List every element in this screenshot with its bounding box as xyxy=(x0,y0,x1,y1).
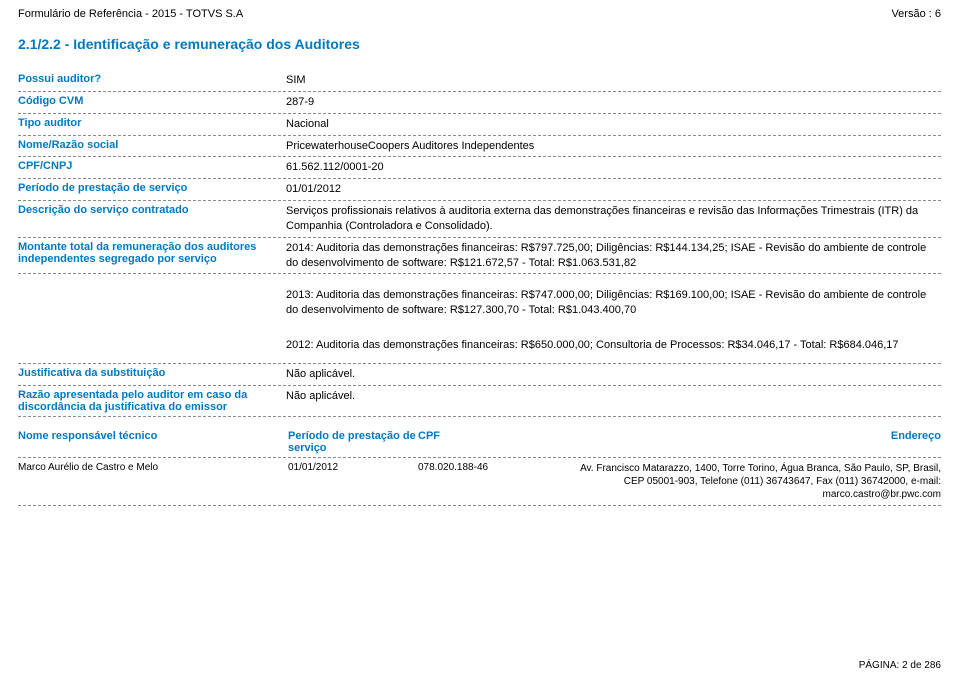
codigo-cvm-row: Código CVM 287-9 xyxy=(18,92,941,114)
possui-auditor-value: SIM xyxy=(286,73,941,88)
justificativa-label: Justificativa da substituição xyxy=(18,367,286,379)
td-periodo: 01/01/2012 xyxy=(288,462,418,501)
descricao-servico-value: Serviços profissionais relativos à audit… xyxy=(286,204,941,234)
table-header: Nome responsável técnico Período de pres… xyxy=(18,427,941,457)
razao-discord-label: Razão apresentada pelo auditor em caso d… xyxy=(18,389,286,413)
extra-paragraph-2013: 2013: Auditoria das demonstrações financ… xyxy=(18,274,941,328)
th-nome: Nome responsável técnico xyxy=(18,430,288,454)
td-endereco: Av. Francisco Matarazzo, 1400, Torre Tor… xyxy=(558,462,941,501)
header-left: Formulário de Referência - 2015 - TOTVS … xyxy=(18,8,243,20)
th-endereco: Endereço xyxy=(558,430,941,454)
tipo-auditor-value: Nacional xyxy=(286,117,941,132)
possui-auditor-label: Possui auditor? xyxy=(18,73,286,85)
cpf-cnpj-value: 61.562.112/0001-20 xyxy=(286,160,941,175)
justificativa-row: Justificativa da substituição Não aplicá… xyxy=(18,364,941,386)
td-nome: Marco Aurélio de Castro e Melo xyxy=(18,462,288,501)
tipo-auditor-label: Tipo auditor xyxy=(18,117,286,129)
responsavel-table: Nome responsável técnico Período de pres… xyxy=(18,427,941,506)
codigo-cvm-value: 287-9 xyxy=(286,95,941,110)
table-row: Marco Aurélio de Castro e Melo 01/01/201… xyxy=(18,457,941,506)
page: Formulário de Referência - 2015 - TOTVS … xyxy=(0,0,959,681)
descricao-servico-label: Descrição do serviço contratado xyxy=(18,204,286,216)
page-title: 2.1/2.2 - Identificação e remuneração do… xyxy=(18,36,941,52)
th-periodo: Período de prestação de serviço xyxy=(288,430,418,454)
razao-discord-value: Não aplicável. xyxy=(286,389,941,404)
tipo-auditor-row: Tipo auditor Nacional xyxy=(18,114,941,136)
nome-razao-label: Nome/Razão social xyxy=(18,139,286,151)
periodo-prestacao-label: Período de prestação de serviço xyxy=(18,182,286,194)
cpf-cnpj-label: CPF/CNPJ xyxy=(18,160,286,172)
nome-razao-value: PricewaterhouseCoopers Auditores Indepen… xyxy=(286,139,941,154)
cpf-cnpj-row: CPF/CNPJ 61.562.112/0001-20 xyxy=(18,157,941,179)
montante-total-label: Montante total da remuneração dos audito… xyxy=(18,241,286,265)
th-cpf: CPF xyxy=(418,430,558,454)
razao-discord-row: Razão apresentada pelo auditor em caso d… xyxy=(18,386,941,417)
codigo-cvm-label: Código CVM xyxy=(18,95,286,107)
possui-auditor-row: Possui auditor? SIM xyxy=(18,70,941,92)
extra-paragraph-2012: 2012: Auditoria das demonstrações financ… xyxy=(18,328,941,364)
periodo-prestacao-row: Período de prestação de serviço 01/01/20… xyxy=(18,179,941,201)
page-footer: PÁGINA: 2 de 286 xyxy=(859,660,941,671)
periodo-prestacao-value: 01/01/2012 xyxy=(286,182,941,197)
montante-total-value: 2014: Auditoria das demonstrações financ… xyxy=(286,241,941,271)
page-header: Formulário de Referência - 2015 - TOTVS … xyxy=(18,8,941,20)
montante-total-row: Montante total da remuneração dos audito… xyxy=(18,238,941,275)
td-cpf: 078.020.188-46 xyxy=(418,462,558,501)
justificativa-value: Não aplicável. xyxy=(286,367,941,382)
nome-razao-row: Nome/Razão social PricewaterhouseCoopers… xyxy=(18,136,941,158)
descricao-servico-row: Descrição do serviço contratado Serviços… xyxy=(18,201,941,238)
header-right: Versão : 6 xyxy=(891,8,941,20)
